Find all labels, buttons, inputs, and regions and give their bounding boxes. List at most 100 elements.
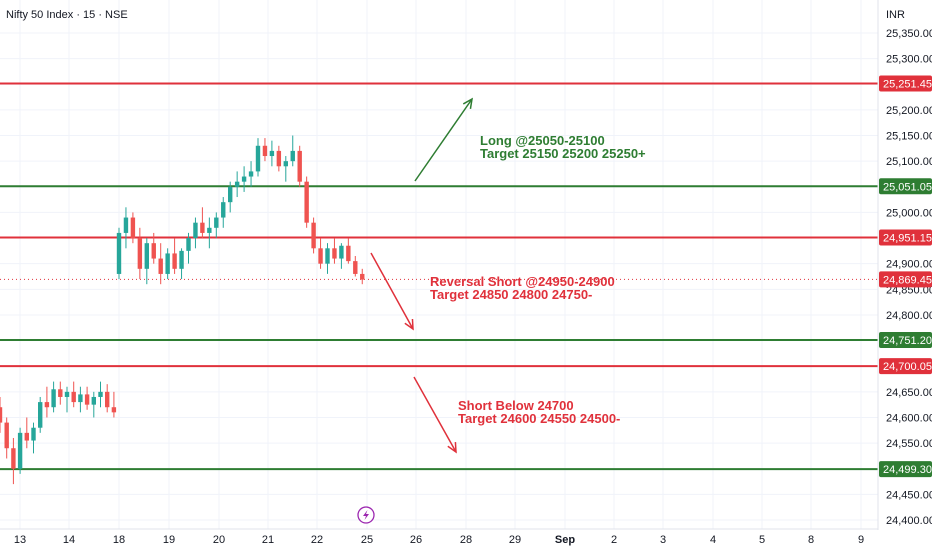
candle: [360, 268, 365, 285]
level-price-text: 24,751.20: [883, 335, 932, 347]
candle: [165, 248, 170, 280]
time-axis[interactable]: 13 14 18 19 20 21 22 25 26 28 29 Sep 2 3 4 5 8 9: [14, 534, 864, 546]
candle: [193, 217, 198, 249]
candle: [17, 427, 23, 474]
candle: [158, 243, 163, 285]
candle: [111, 391, 117, 418]
lightning-icon[interactable]: [357, 506, 375, 524]
candle: [311, 217, 316, 254]
candle: [221, 197, 226, 228]
trend-arrow: [414, 97, 473, 182]
price-tick-label: 25,100.00: [886, 156, 932, 168]
candle: [98, 381, 103, 408]
candle: [269, 140, 275, 167]
candle: [346, 238, 351, 264]
price-tick-label: 25,150.00: [886, 131, 932, 143]
time-tick-label: 4: [710, 534, 716, 546]
time-tick-label: 9: [858, 534, 864, 546]
time-tick-label: 8: [808, 534, 814, 546]
time-tick-label: 2: [611, 534, 617, 546]
level-price-text: 24,499.30: [883, 464, 932, 476]
time-tick-label: 29: [509, 534, 521, 546]
candle: [58, 381, 63, 405]
candle: [318, 238, 323, 269]
candle: [179, 248, 184, 280]
price-tick-label: 24,550.00: [886, 438, 932, 450]
time-tick-label: 14: [63, 534, 75, 546]
candle: [31, 422, 36, 454]
candle: [116, 227, 122, 280]
candle: [332, 238, 337, 264]
candle: [130, 212, 136, 244]
price-tick-label: 25,350.00: [886, 28, 932, 40]
candle: [84, 386, 90, 410]
candle: [137, 227, 143, 280]
time-tick-label: 5: [759, 534, 765, 546]
candle: [64, 386, 70, 413]
candle: [325, 243, 330, 274]
level-price-text: 25,051.05: [883, 181, 932, 193]
time-tick-label: 28: [460, 534, 472, 546]
price-tick-label: 24,800.00: [886, 310, 932, 322]
candle: [123, 207, 129, 249]
candle: [78, 386, 83, 413]
candle: [214, 212, 219, 239]
annotation-text: Reversal Short @24950-24900 Target 24850 …: [430, 274, 615, 302]
candle: [283, 156, 288, 182]
level-price-text: 24,951.15: [883, 232, 932, 244]
candle: [0, 396, 3, 433]
time-tick-label: 26: [410, 534, 422, 546]
chart-title: Nifty 50 Index · 15 · NSE: [6, 9, 128, 21]
level-price-badge: [879, 461, 932, 478]
candle: [248, 161, 254, 187]
level-price-badge: [879, 75, 932, 92]
currency-label: INR: [886, 9, 905, 21]
candle: [4, 417, 9, 459]
candle: [105, 384, 110, 413]
candle: [290, 135, 295, 167]
time-tick-label: 18: [113, 534, 125, 546]
trend-arrow: [370, 252, 414, 331]
price-tick-label: 24,400.00: [886, 515, 932, 527]
candlestick-series: [0, 135, 365, 485]
level-price-badge: [879, 178, 932, 195]
annotation-arrows: [370, 97, 473, 454]
candle: [200, 207, 205, 239]
level-price-badge: [879, 331, 932, 348]
level-price-text: 25,251.45: [883, 79, 932, 91]
time-tick-label: 25: [361, 534, 373, 546]
annotations: Long @25050-25100 Target 25150 25200 2525…: [430, 133, 646, 426]
candle: [255, 138, 261, 177]
time-tick-label: 22: [311, 534, 323, 546]
last-price-badge: [879, 271, 932, 288]
price-tick-label: 24,450.00: [886, 489, 932, 501]
candle: [51, 381, 56, 413]
candle: [276, 145, 282, 172]
candle: [11, 437, 16, 485]
price-tick-label: 24,900.00: [886, 259, 932, 271]
price-tick-label: 24,600.00: [886, 412, 932, 424]
candle: [186, 232, 191, 264]
price-tick-label: 25,200.00: [886, 105, 932, 117]
candle: [71, 381, 76, 408]
support-resistance-lines: [0, 82, 878, 471]
candle: [207, 217, 212, 249]
level-price-badge: [879, 358, 932, 375]
candle: [144, 238, 149, 285]
time-tick-label: 3: [660, 534, 666, 546]
candle: [339, 243, 344, 269]
price-tick-label: 24,650.00: [886, 387, 932, 399]
trend-arrow: [413, 376, 457, 454]
level-price-text: 24,700.05: [883, 361, 932, 373]
candle: [262, 138, 268, 162]
candle: [24, 417, 29, 449]
annotation-text: Short Below 24700 Target 24600 24550 2450…: [458, 398, 620, 426]
grid-lines: [0, 0, 878, 529]
level-price-labels: 25,251.45 25,051.05 24,951.15 24,751.20 24,7…: [879, 75, 932, 478]
candle: [44, 386, 50, 418]
candle: [234, 171, 240, 198]
annotation-text: Long @25050-25100 Target 25150 25200 2525…: [480, 133, 646, 161]
time-tick-label: 21: [262, 534, 274, 546]
time-tick-label: Sep: [555, 534, 575, 546]
